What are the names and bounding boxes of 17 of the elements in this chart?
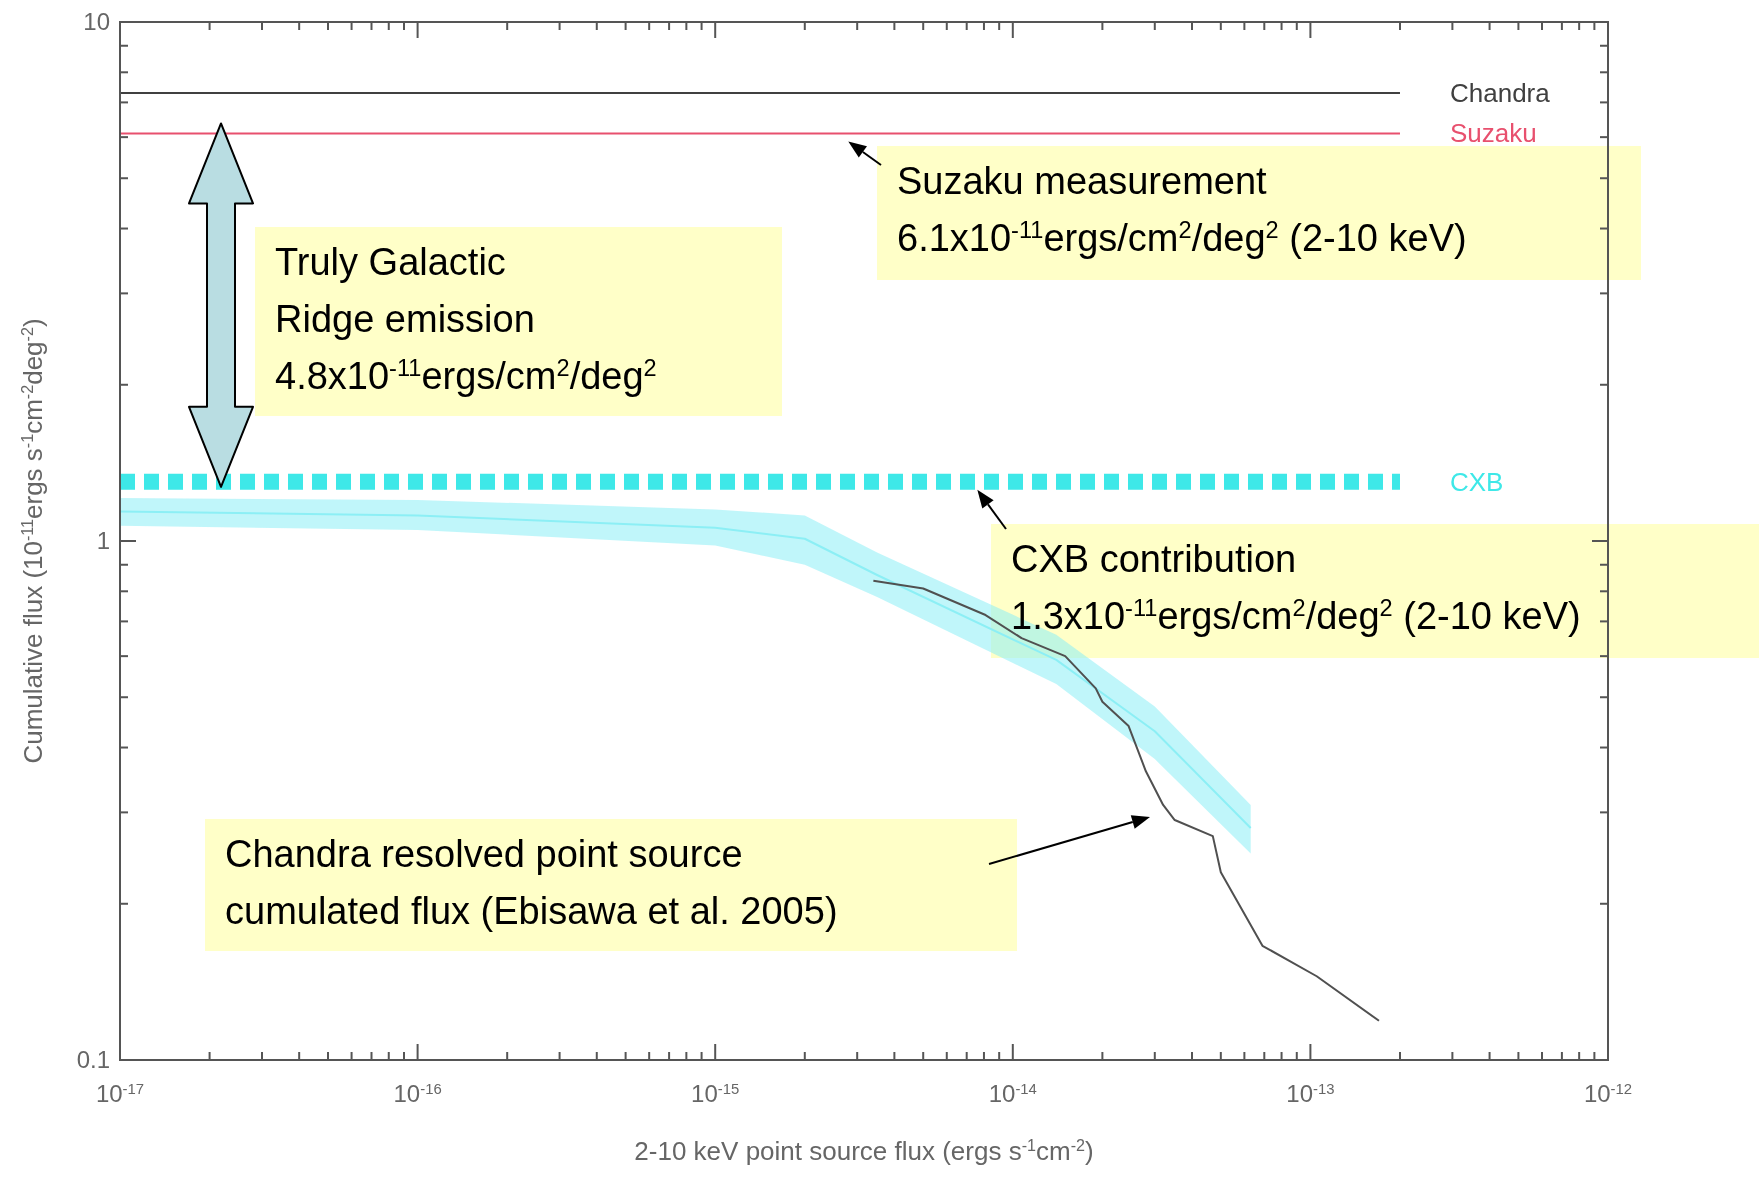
x-tick-label: 10$^{-16}$ [393, 1080, 442, 1107]
series-label: CXB [1449, 466, 1504, 497]
annotation: Truly Galactic Ridge emission 4.8x10$^{-11}$ergs/cm$^{2}$/deg$^{2}$ [275, 241, 657, 397]
annotation: Suzaku measurement 6.1x10$^{-11}$ergs/cm$^{2}$/deg$^{2}$ (2-10 keV) [897, 160, 1467, 259]
annotation: Chandra resolved point source cumulated flux (Ebisawa et al. 2005) [225, 833, 838, 932]
x-tick-label: 10$^{-14}$ [988, 1080, 1037, 1107]
y-tick-label: 0.1 [76, 1046, 110, 1073]
x-tick-label: 10$^{-12}$ [1583, 1080, 1633, 1107]
x-tick-label: 10$^{-17}$ [95, 1080, 145, 1107]
annotation: CXB contribution 1.3x10$^{-11}$ergs/cm$^{2}$/deg$^{2}$ (2-10 keV) [1011, 538, 1581, 637]
series-label: Suzaku [1449, 118, 1537, 149]
x-tick-label: 10$^{-15}$ [691, 1080, 740, 1107]
y-tick-label: 1 [96, 527, 110, 554]
y-tick-label: 10 [83, 8, 110, 35]
x-tick-label: 10$^{-13}$ [1286, 1080, 1335, 1107]
x-axis-title: 2-10 keV point source flux (ergs s$^{-1}$cm$^{-2}$) [634, 1136, 1094, 1166]
series-label: Chandra [1449, 77, 1551, 108]
